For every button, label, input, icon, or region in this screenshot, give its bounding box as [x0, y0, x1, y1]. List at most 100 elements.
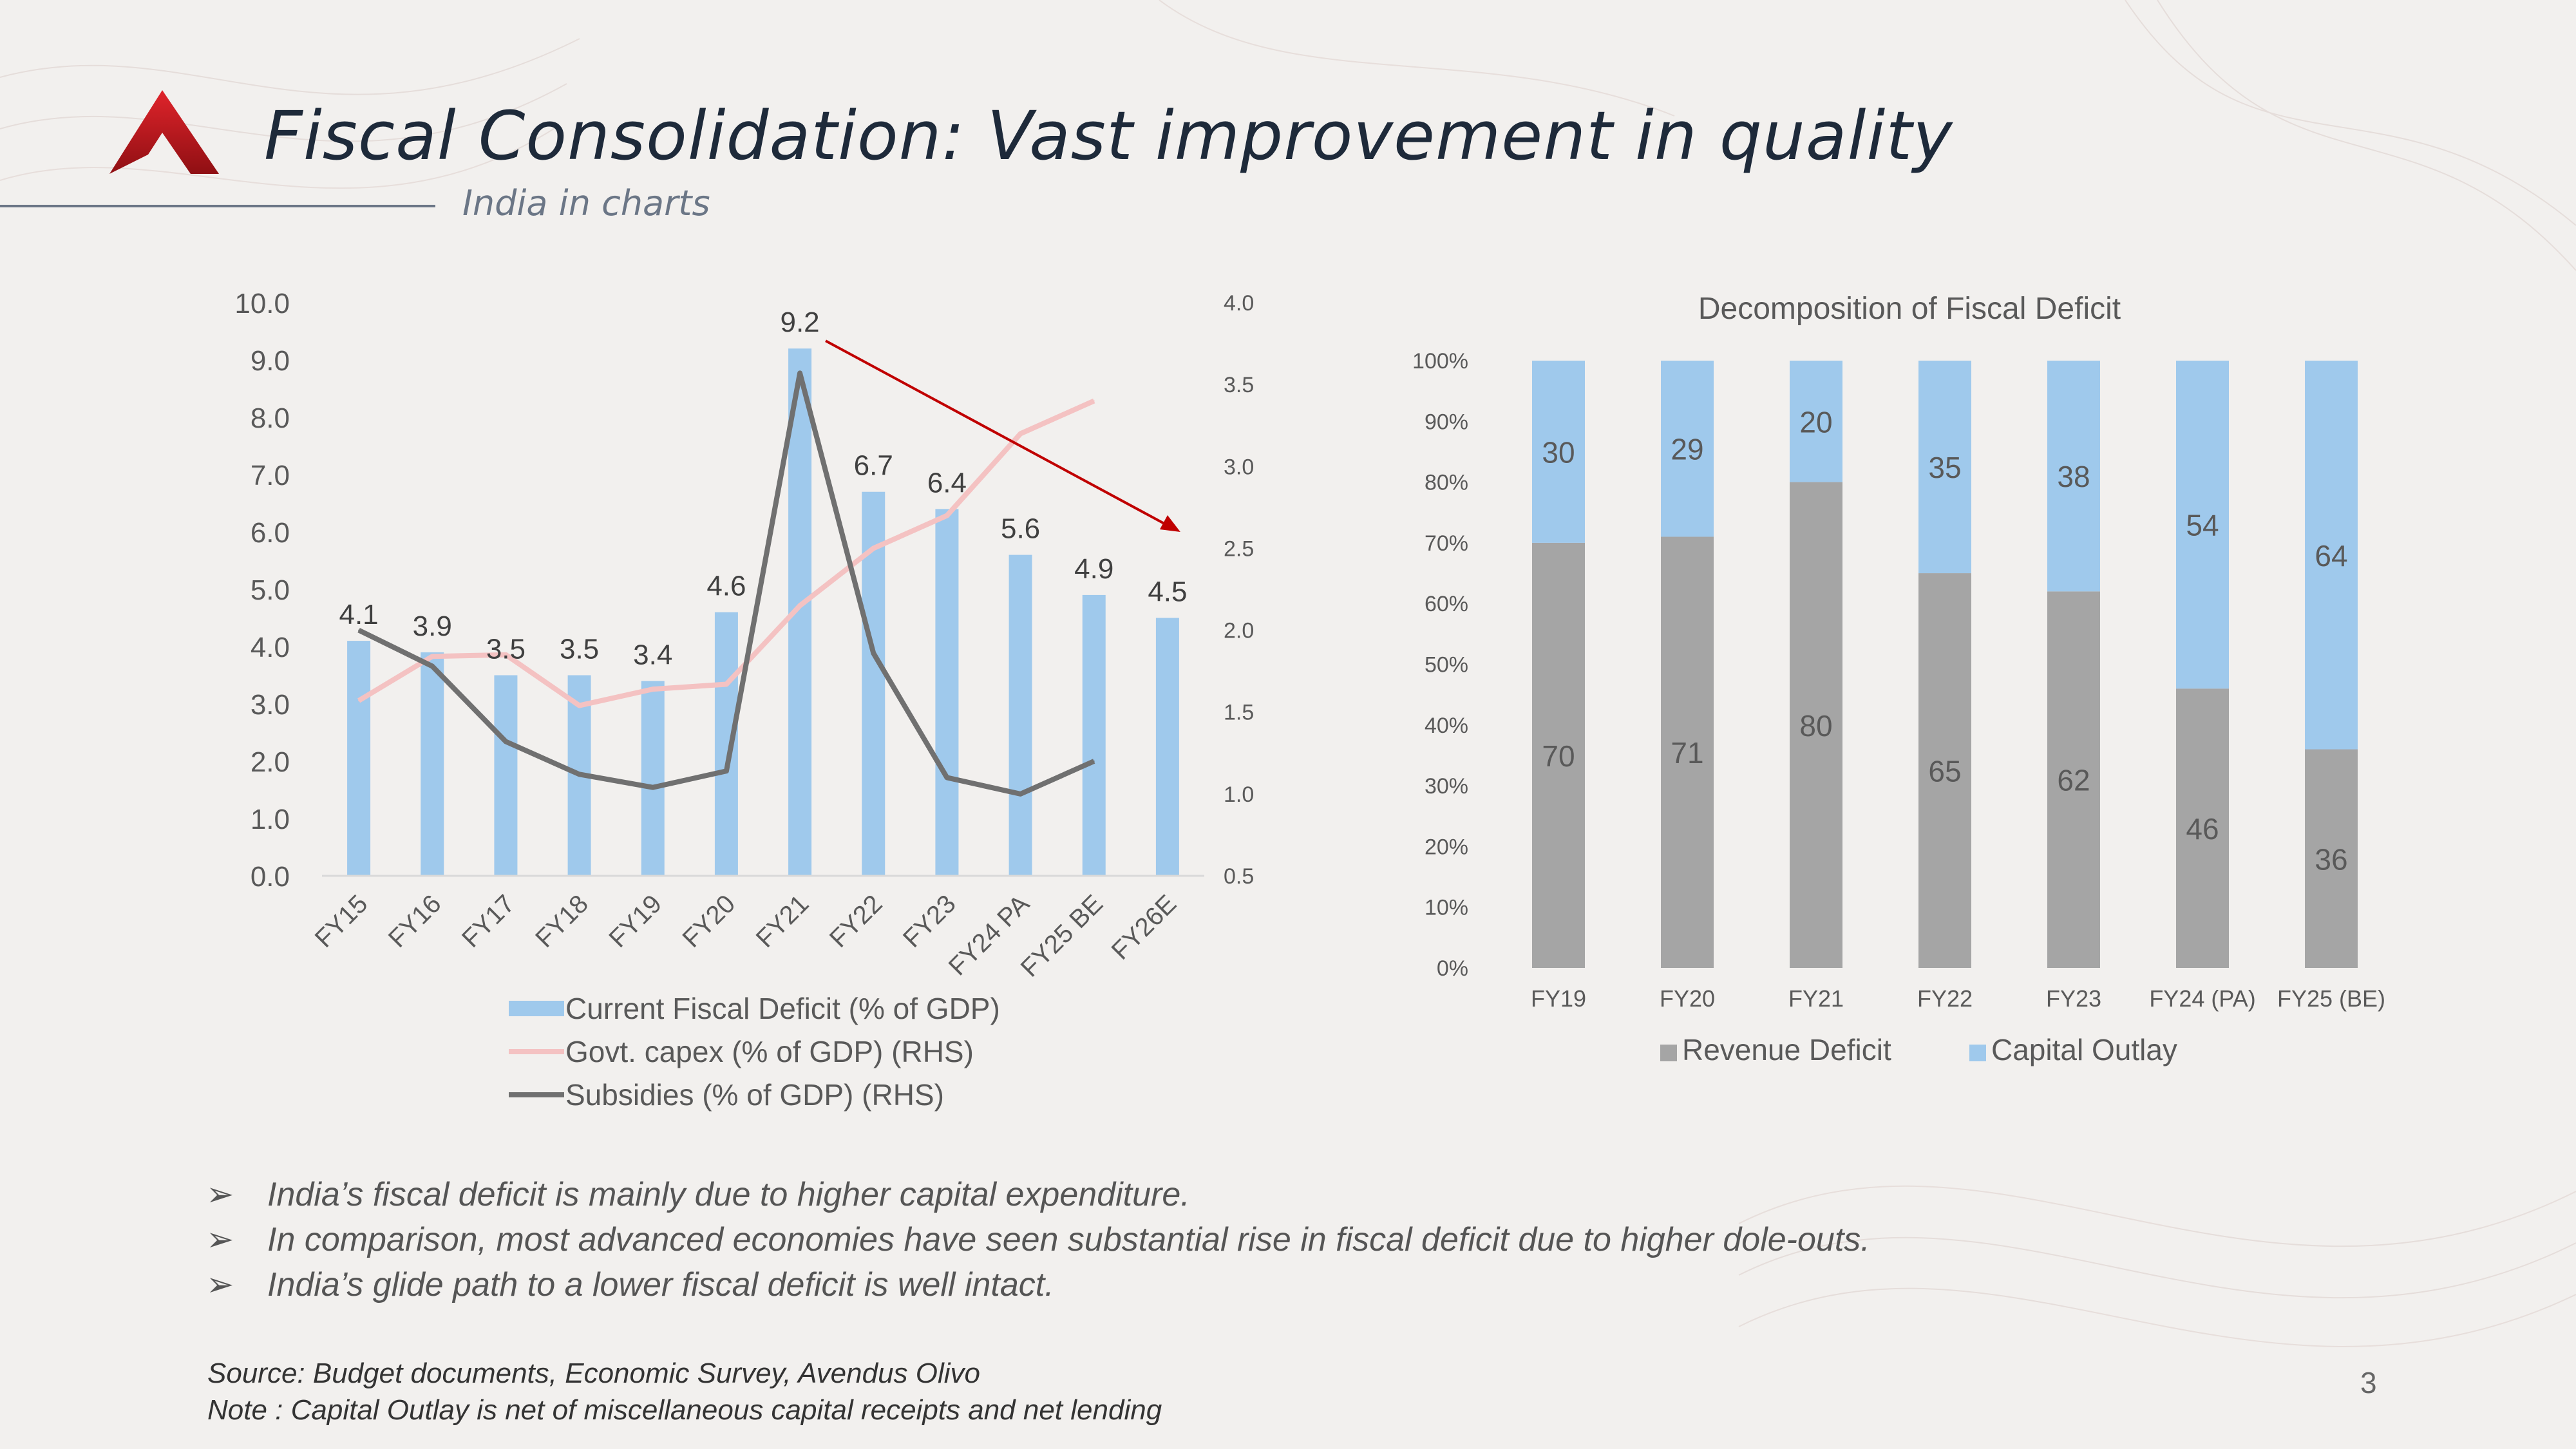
line-point — [873, 547, 875, 549]
line-point — [358, 699, 360, 701]
revenue-deficit-label: 36 — [2315, 842, 2347, 876]
y-tick-label: 40% — [1425, 714, 1468, 738]
revenue-deficit-bar — [1790, 482, 1842, 968]
bar — [1155, 618, 1179, 876]
x-tick-label: FY20 — [677, 889, 741, 953]
line-point — [1019, 793, 1021, 795]
fiscal-deficit-decomposition-chart: Decomposition of Fiscal Deficit 0% 10% 20% 3… — [1412, 292, 2385, 1066]
bar-data-label: 3.4 — [633, 639, 672, 670]
revenue-deficit-bar — [2176, 688, 2229, 968]
y-tick-label: 20% — [1425, 835, 1468, 859]
revenue-deficit-label: 70 — [1542, 739, 1575, 773]
legend-swatch — [509, 1001, 564, 1016]
trend-arrow-head — [1159, 515, 1180, 532]
line-point — [873, 652, 875, 654]
chart-title: Decomposition of Fiscal Deficit — [1698, 292, 2121, 326]
y-tick-label: 0% — [1437, 956, 1468, 981]
line-point — [505, 741, 507, 743]
line-point — [652, 688, 654, 690]
x-tick-label: FY25 BE — [1016, 889, 1108, 982]
capital-outlay-label: 54 — [2186, 509, 2219, 542]
trend-arrow-line — [825, 339, 1172, 529]
legend-swatch — [1660, 1045, 1677, 1061]
revenue-deficit-bar — [1532, 542, 1585, 968]
y-right-tick-label: 3.5 — [1224, 373, 1254, 397]
revenue-deficit-bar — [1661, 536, 1714, 968]
y-tick-label: 10% — [1425, 896, 1468, 920]
y-right-tick-label: 0.5 — [1224, 864, 1254, 889]
bar — [1082, 594, 1106, 876]
bar-data-label: 3.9 — [413, 611, 452, 642]
capital-outlay-bar — [1790, 361, 1842, 482]
x-tick-label: FY22 — [824, 889, 888, 953]
y-left-tick-label: 5.0 — [251, 574, 290, 606]
capital-outlay-bar — [2047, 361, 2100, 592]
y-right-tick-label: 3.0 — [1224, 455, 1254, 479]
fiscal-deficit-combo-chart: 0.0 1.0 2.0 3.0 4.0 5.0 6.0 7.0 8.0 9.0 10.0 0.5 1.0… — [234, 288, 1254, 1112]
x-tick-label: FY19 — [603, 889, 667, 953]
y-left-tick-label: 3.0 — [251, 689, 290, 721]
x-tick-label: FY23 — [2046, 985, 2101, 1012]
bar-data-label: 4.9 — [1074, 553, 1113, 585]
x-tick-label: FY23 — [898, 889, 961, 953]
bullet-item: ➢ India’s glide path to a lower fiscal de… — [206, 1262, 1870, 1307]
line-point — [799, 372, 801, 374]
line-point — [725, 770, 727, 772]
y-tick-label: 90% — [1425, 410, 1468, 434]
legend-label: Subsidies (% of GDP) (RHS) — [565, 1078, 944, 1112]
title-rule — [0, 205, 435, 207]
bar-data-label: 3.5 — [560, 634, 599, 665]
revenue-deficit-bar — [1918, 573, 1971, 968]
bullet-arrow-icon: ➢ — [206, 1221, 234, 1258]
capital-outlay-label: 38 — [2057, 460, 2090, 493]
legend-swatch — [1969, 1045, 1986, 1061]
x-tick-label: FY15 — [310, 889, 374, 953]
bullet-arrow-icon: ➢ — [206, 1176, 234, 1213]
x-tick-label: FY22 — [1917, 985, 1973, 1012]
line-point — [725, 683, 727, 685]
company-logo-icon — [109, 90, 219, 174]
y-left-tick-label: 6.0 — [251, 517, 290, 549]
line-point — [578, 705, 580, 706]
capital-outlay-label: 64 — [2315, 539, 2347, 573]
capital-outlay-bar — [1532, 361, 1585, 543]
legend-label: Govt. capex (% of GDP) (RHS) — [565, 1035, 974, 1068]
revenue-deficit-bar — [2047, 591, 2100, 968]
line-point — [1019, 433, 1021, 435]
y-left-tick-label: 4.0 — [251, 632, 290, 663]
capital-outlay-label: 20 — [1799, 405, 1832, 439]
bar — [494, 675, 518, 876]
bar-data-label: 6.4 — [927, 467, 967, 498]
x-tick-label: FY25 (BE) — [2277, 985, 2385, 1012]
bar-data-label: 3.5 — [486, 634, 526, 665]
y-left-tick-label: 0.0 — [251, 861, 290, 893]
bullet-item: ➢ India’s fiscal deficit is mainly due to… — [206, 1172, 1870, 1217]
bar-data-label: 4.6 — [706, 571, 746, 602]
bar — [421, 652, 444, 876]
legend-label: Capital Outlay — [1991, 1033, 2177, 1066]
bullet-item: ➢ In comparison, most advanced economies … — [206, 1217, 1870, 1262]
footnotes: Source: Budget documents, Economic Surve… — [207, 1355, 1162, 1428]
x-tick-label: FY21 — [1788, 985, 1844, 1012]
revenue-deficit-bar — [2305, 749, 2358, 968]
x-tick-label: FY24 (PA) — [2149, 985, 2255, 1012]
y-tick-label: 60% — [1425, 592, 1468, 616]
y-right-tick-label: 1.5 — [1224, 701, 1254, 725]
x-tick-label: FY18 — [530, 889, 594, 953]
x-tick-label: FY17 — [457, 889, 520, 953]
source-note: Source: Budget documents, Economic Surve… — [207, 1358, 981, 1389]
y-tick-label: 50% — [1425, 653, 1468, 677]
bar — [641, 681, 665, 876]
bullet-text: India’s fiscal deficit is mainly due to … — [267, 1176, 1190, 1213]
methodology-note: Note : Capital Outlay is net of miscella… — [207, 1394, 1162, 1426]
y-right-tick-label: 4.0 — [1224, 291, 1254, 316]
line-point — [652, 786, 654, 788]
revenue-deficit-label: 62 — [2057, 764, 2090, 797]
y-tick-label: 30% — [1425, 774, 1468, 799]
capital-outlay-bar — [1918, 361, 1971, 574]
line-point — [431, 656, 433, 658]
revenue-deficit-label: 80 — [1799, 709, 1832, 743]
line-point — [946, 515, 948, 516]
line-point — [946, 777, 948, 779]
capital-outlay-bar — [1661, 361, 1714, 537]
